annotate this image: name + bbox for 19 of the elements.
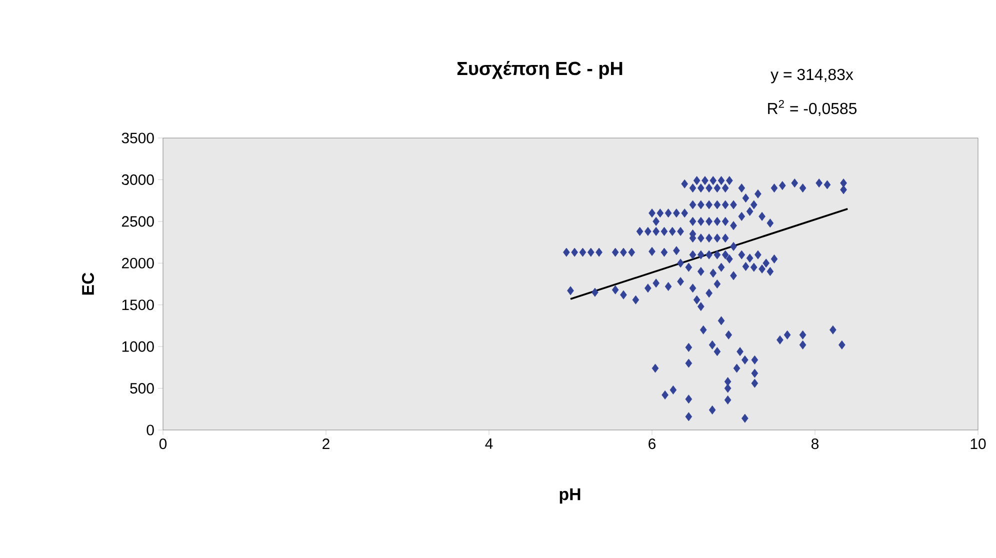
x-tick-label: 0: [159, 438, 167, 450]
x-axis-title: pH: [560, 488, 580, 504]
y-tick-label: 3500: [122, 132, 154, 144]
x-tick-label: 4: [485, 438, 493, 449]
y-tick-label: 2000: [122, 258, 154, 268]
x-tick-label: 8: [812, 438, 819, 450]
x-tick-label: 2: [322, 438, 330, 449]
y-tick-label: 3000: [122, 174, 154, 185]
y-axis-title: EC: [82, 272, 94, 295]
x-tick-label: 6: [648, 438, 656, 450]
x-tick-label: 10: [970, 438, 986, 450]
chart-title: Συσχέπση EC - pH: [457, 61, 622, 79]
y-tick-label: 0: [146, 424, 154, 436]
text: y = 314,83x: [770, 68, 854, 84]
y-tick-label: 1000: [122, 341, 154, 352]
y-tick-label: 2500: [122, 216, 154, 227]
text: R$^{2}$ = -0,0585: [768, 100, 857, 116]
y-tick-label: 500: [130, 382, 154, 394]
y-tick-label: 1500: [122, 300, 154, 310]
